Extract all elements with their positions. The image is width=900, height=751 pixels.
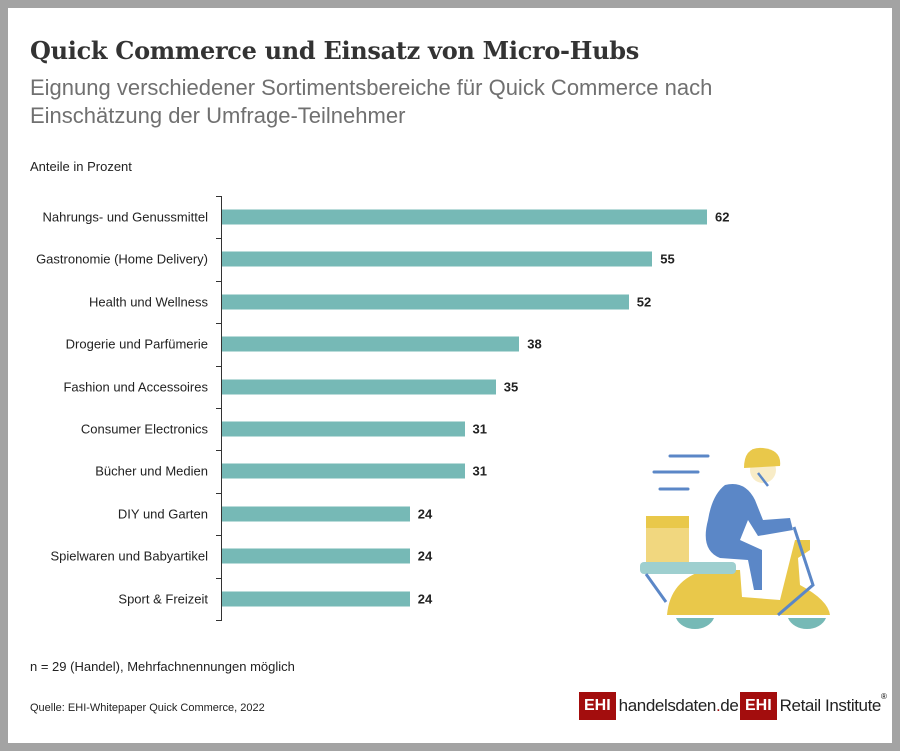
axis-tick [216,238,222,240]
ehi-mark: EHI [579,692,616,720]
axis-tick [216,323,222,325]
bar [222,251,653,267]
axis-tick [216,620,222,621]
handelsdaten-logo[interactable]: EHI handelsdaten.de [579,692,739,720]
value-label: 24 [417,548,433,564]
logo-text: Retail Institute [779,696,882,715]
value-label: 35 [503,379,519,395]
ehi-retail-institute-logo[interactable]: EHI Retail Institute ® [740,692,887,720]
logo-dot: . [715,696,721,715]
bar [222,591,410,607]
category-label: Spielwaren und Babyartikel [50,548,208,564]
category-label: Gastronomie (Home Delivery) [36,251,208,267]
delivery-scooter-illustration [640,447,830,630]
logo-tld: de [720,696,739,715]
axis-tick [216,450,222,452]
value-label: 52 [636,294,652,310]
category-label: Sport & Freizeit [118,591,208,607]
value-label: 24 [417,591,433,607]
registered-mark: ® [881,692,887,701]
axis-tick [216,196,222,197]
bar [222,336,520,352]
category-label: Nahrungs- und Genussmittel [42,209,208,225]
bar [222,209,707,225]
bar [222,548,410,564]
bar [222,506,410,522]
category-label: Health und Wellness [89,294,208,310]
bar [222,463,465,479]
value-label: 24 [417,506,433,522]
value-label: 31 [472,421,487,437]
axis-tick [216,408,222,409]
value-label: 38 [527,336,542,352]
axis-tick [216,535,222,537]
axis-tick [216,280,222,282]
bar [222,421,465,437]
source-note: Quelle: EHI-Whitepaper Quick Commerce, 2… [30,702,265,714]
bar [222,294,629,310]
chart-subtitle: Eignung verschiedener Sortimentsbereiche… [30,75,713,128]
chart-card [8,8,892,743]
chart-title: Quick Commerce und Einsatz von Micro-Hub… [30,36,639,65]
value-label: 31 [472,463,487,479]
axis-tick [216,577,222,579]
bar [222,379,496,395]
sample-note: n = 29 (Handel), Mehrfachnennungen mögli… [30,659,295,674]
value-label: 55 [660,251,675,267]
category-label: DIY und Garten [117,506,208,522]
ehi-mark: EHI [740,692,777,720]
axis-unit-label: Anteile in Prozent [30,159,132,174]
category-label: Fashion und Accessoires [63,379,208,395]
value-label: 62 [715,209,730,225]
category-label: Bücher und Medien [95,463,208,479]
logo-text: handelsdaten [618,696,717,715]
axis-tick [216,365,222,367]
axis-tick [216,492,222,494]
category-label: Consumer Electronics [80,421,208,437]
category-label: Drogerie und Parfümerie [65,336,208,352]
